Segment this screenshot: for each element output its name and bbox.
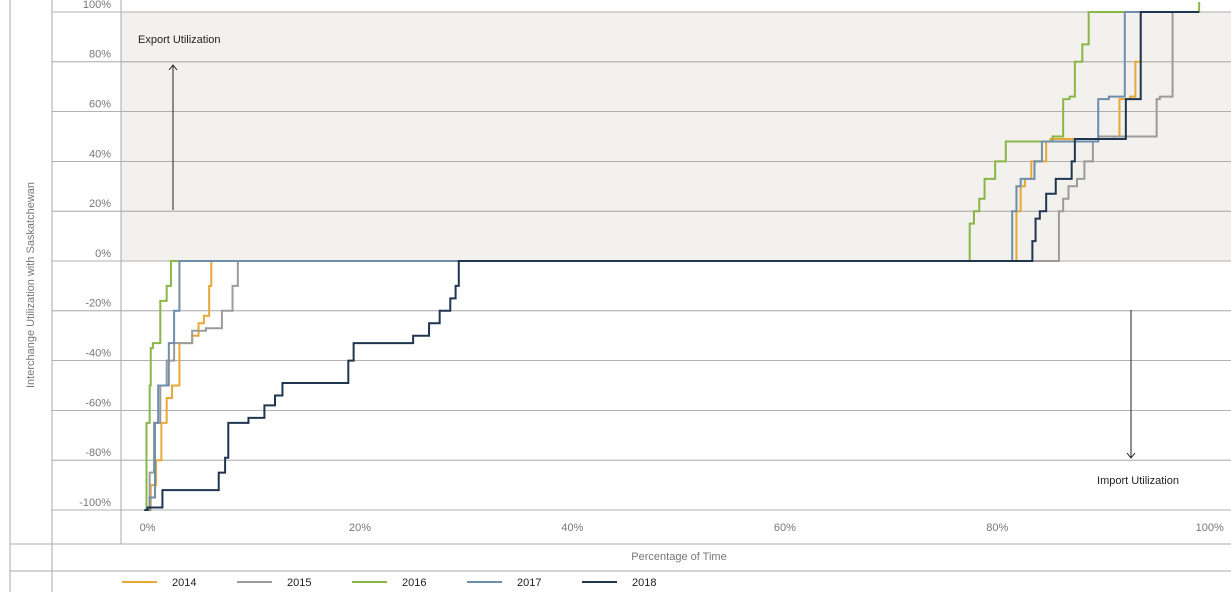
legend-label: 2018 [632, 577, 656, 589]
y-tick-label: 80% [89, 49, 111, 61]
annotation: Import Utilization [1097, 475, 1179, 487]
series-line [145, 11, 1200, 511]
series-line [144, 2, 1201, 511]
x-tick-label: 80% [986, 522, 1008, 534]
legend-label: 2016 [402, 577, 426, 589]
y-tick-label: -20% [85, 298, 111, 310]
y-tick-label: 100% [83, 0, 111, 11]
x-tick-label: 20% [349, 522, 371, 534]
legend-label: 2015 [287, 577, 311, 589]
x-tick-label: 60% [774, 522, 796, 534]
x-tick-label: 40% [561, 522, 583, 534]
y-tick-label: 40% [89, 148, 111, 160]
y-tick-label: 60% [89, 99, 111, 111]
annotation: Export Utilization [138, 34, 221, 46]
y-tick-label: -40% [85, 348, 111, 360]
x-tick-label: 0% [140, 522, 156, 534]
export-zone [121, 12, 1231, 261]
y-tick-label: -100% [79, 497, 111, 509]
y-tick-label: 0% [95, 248, 111, 260]
y-tick-label: -60% [85, 397, 111, 409]
y-tick-label: 20% [89, 198, 111, 210]
x-axis-title: Percentage of Time [631, 551, 726, 563]
y-tick-label: -80% [85, 447, 111, 459]
legend-label: 2014 [172, 577, 196, 589]
series-line [144, 11, 1200, 511]
y-axis-title: Interchange Utilization with Saskatchewa… [25, 182, 37, 388]
legend-label: 2017 [517, 577, 541, 589]
x-tick-label: 100% [1196, 522, 1224, 534]
